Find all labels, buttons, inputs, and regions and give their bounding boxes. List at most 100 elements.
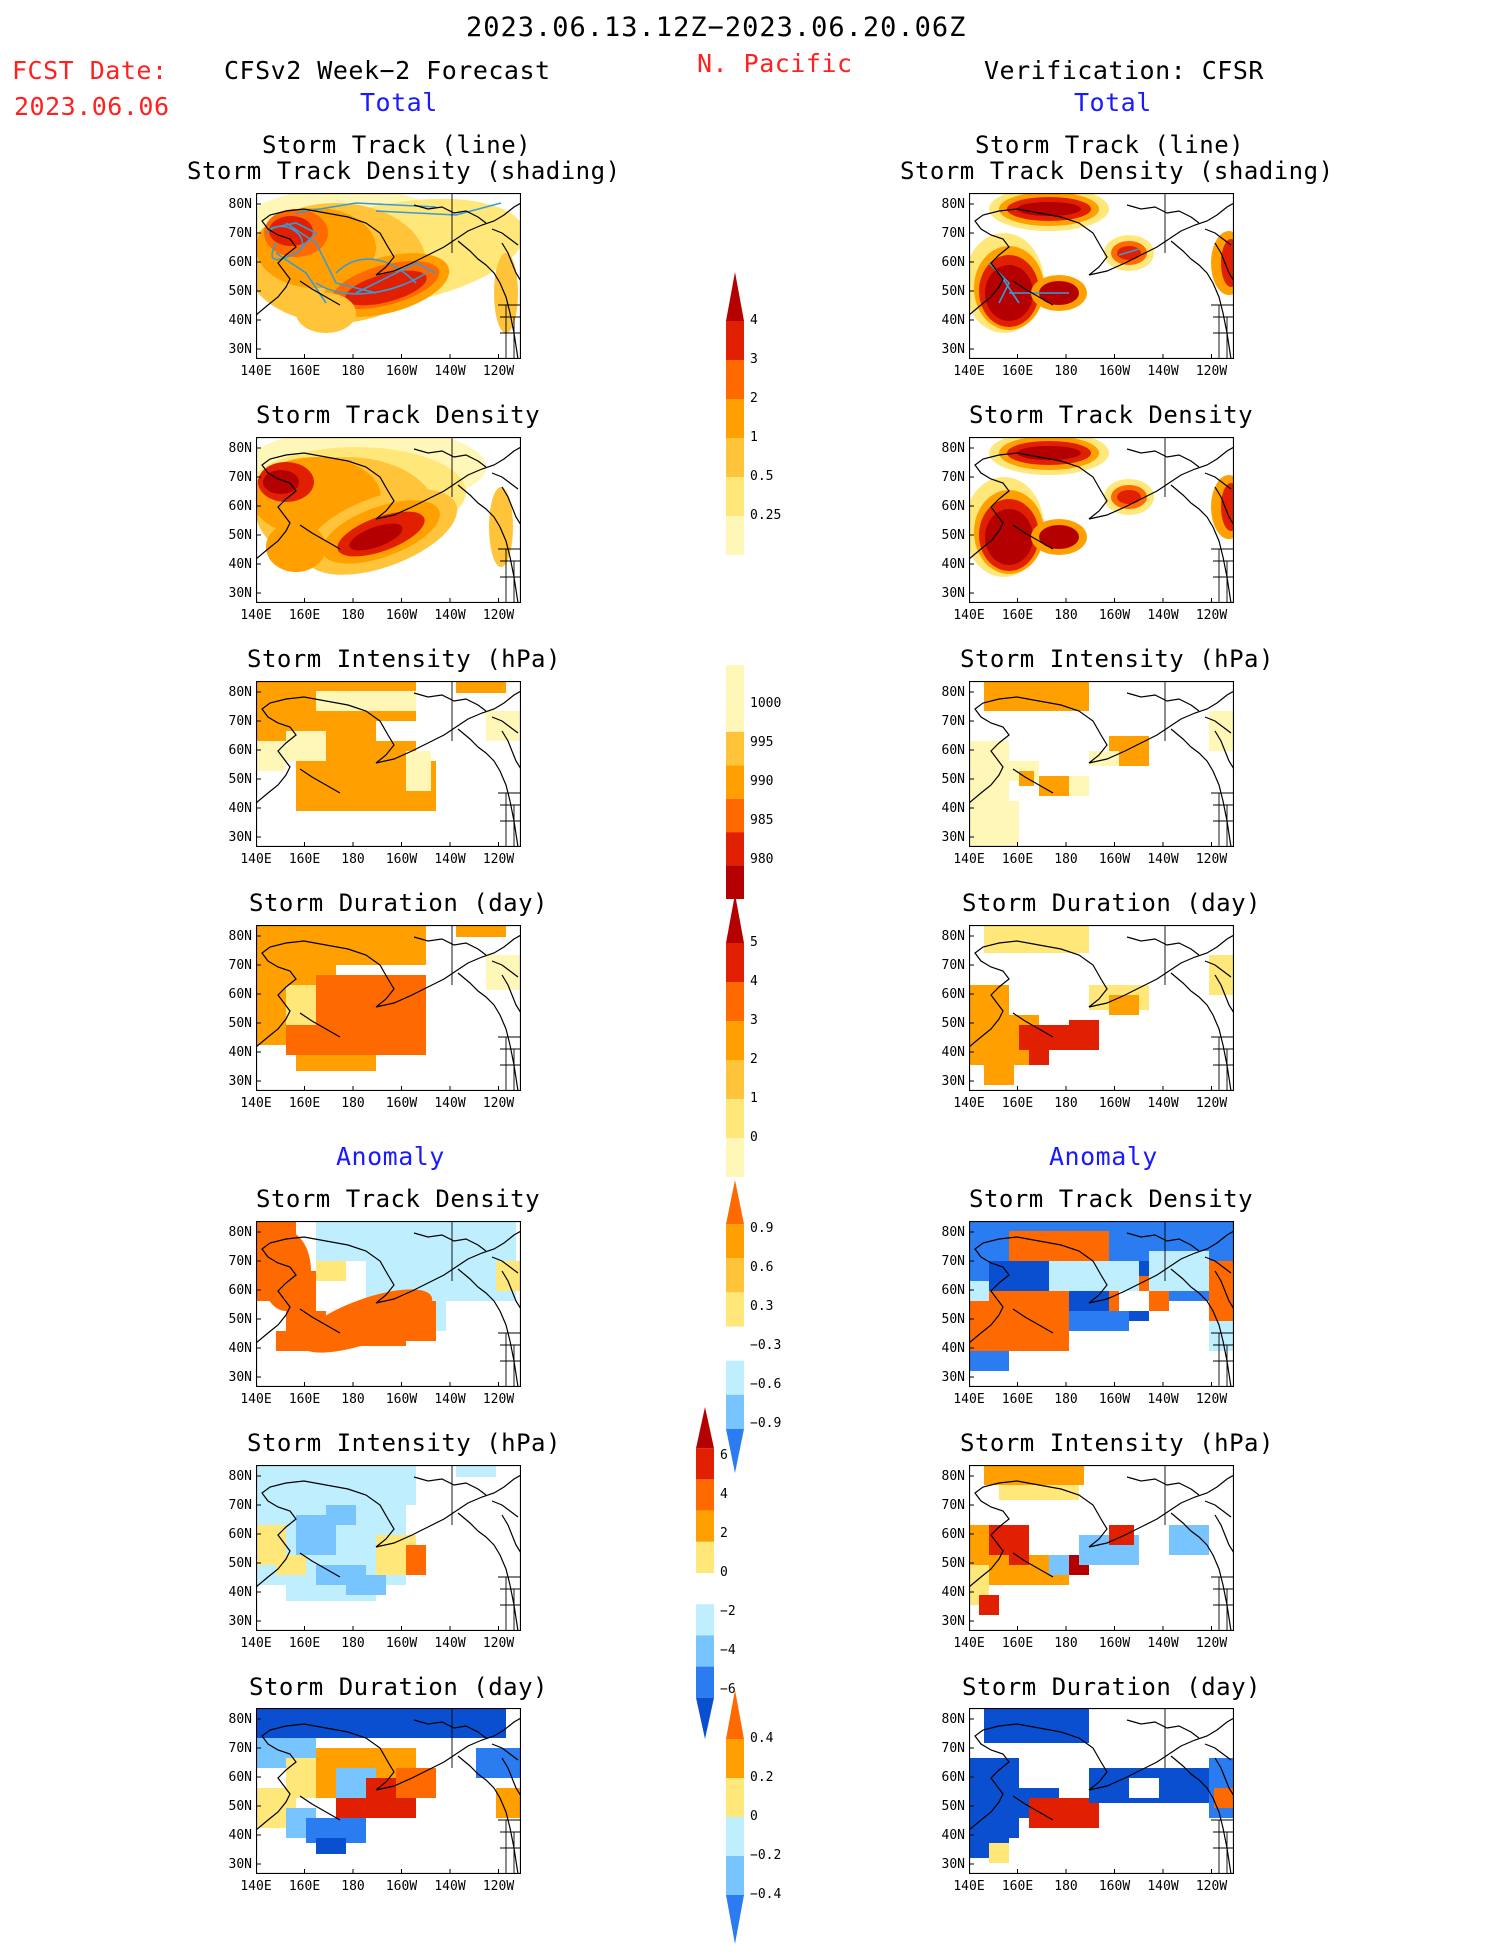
lat-label: 50N — [941, 528, 965, 543]
lat-label: 80N — [228, 929, 252, 944]
lon-label: 180 — [1054, 1096, 1078, 1111]
lon-label: 180 — [341, 608, 365, 623]
map-left-density — [256, 437, 521, 603]
lon-label: 140E — [953, 1392, 985, 1407]
colorbar-label: 5 — [750, 935, 758, 950]
map-left-intensity — [256, 681, 521, 847]
lat-label: 70N — [941, 1741, 965, 1756]
colorbar-label: 0.2 — [750, 1770, 774, 1785]
lon-label: 140E — [240, 1392, 272, 1407]
title-right-density-anom: Storm Track Density — [969, 1185, 1254, 1213]
colorbar-label: 0.25 — [750, 508, 782, 523]
lat-label: 40N — [941, 1341, 965, 1356]
colorbar-label: −0.6 — [750, 1377, 782, 1392]
lat-label: 50N — [228, 1556, 252, 1571]
lat-label: 50N — [228, 1016, 252, 1031]
lat-label: 30N — [941, 1857, 965, 1872]
colorbar-label: 1000 — [750, 696, 782, 711]
lon-label: 140E — [240, 1636, 272, 1651]
lon-label: 160W — [385, 364, 418, 379]
lat-label: 60N — [941, 499, 965, 514]
colorbar-label: 980 — [750, 852, 774, 867]
lat-label: 30N — [228, 342, 252, 357]
title-right-density: Storm Track Density — [969, 401, 1254, 429]
map-right-intensity-anom — [969, 1465, 1234, 1631]
lat-label: 30N — [941, 1074, 965, 1089]
title-left-density-anom: Storm Track Density — [256, 1185, 541, 1213]
lon-label: 140E — [953, 1636, 985, 1651]
lat-label: 30N — [228, 1074, 252, 1089]
lat-label: 40N — [228, 1045, 252, 1060]
lon-label: 180 — [1054, 608, 1078, 623]
lon-label: 180 — [1054, 1636, 1078, 1651]
lat-label: 70N — [228, 470, 252, 485]
lon-label: 160E — [1001, 608, 1034, 623]
lat-label: 40N — [941, 801, 965, 816]
lon-label: 160E — [1001, 364, 1034, 379]
lat-label: 70N — [228, 226, 252, 241]
lon-label: 140W — [1147, 1636, 1179, 1651]
lon-label: 140E — [953, 364, 985, 379]
lat-label: 40N — [941, 1045, 965, 1060]
lon-label: 140W — [434, 1636, 466, 1651]
lat-label: 40N — [228, 557, 252, 572]
title-left-duration-anom: Storm Duration (day) — [249, 1673, 548, 1701]
colorbar-label: 4 — [720, 1487, 728, 1502]
title-right-track-shading: Storm Track Density (shading) — [900, 157, 1334, 185]
lat-label: 30N — [228, 1857, 252, 1872]
lat-label: 70N — [941, 958, 965, 973]
colorbar-label: 0.4 — [750, 1731, 774, 1746]
lat-label: 40N — [228, 1585, 252, 1600]
lon-label: 140W — [1147, 1096, 1179, 1111]
lat-label: 70N — [941, 714, 965, 729]
lon-label: 140W — [434, 608, 466, 623]
colorbar-label: 0 — [750, 1809, 758, 1824]
colorbar-label: 3 — [750, 352, 758, 367]
verification-title: Verification: CFSR — [984, 56, 1264, 85]
lat-label: 60N — [228, 1770, 252, 1785]
title-right-duration-anom: Storm Duration (day) — [962, 1673, 1261, 1701]
lat-label: 80N — [228, 197, 252, 212]
colorbar-density — [726, 272, 744, 555]
lat-label: 30N — [941, 1370, 965, 1385]
map-panel-right-intensity — [969, 681, 1234, 847]
lat-label: 30N — [228, 1370, 252, 1385]
lat-label: 50N — [941, 1016, 965, 1031]
map-panel-right-track — [969, 193, 1234, 359]
lat-label: 50N — [941, 284, 965, 299]
lon-label: 160W — [1098, 1636, 1131, 1651]
lat-label: 70N — [941, 226, 965, 241]
lon-label: 160E — [288, 1879, 321, 1894]
map-panel-left-intensity-anom — [256, 1465, 521, 1631]
lat-label: 80N — [228, 685, 252, 700]
map-panel-right-density-anom — [969, 1221, 1234, 1387]
lon-label: 160E — [288, 608, 321, 623]
lon-label: 140W — [1147, 1392, 1179, 1407]
forecast-title: CFSv2 Week−2 Forecast — [224, 56, 551, 85]
lat-label: 80N — [228, 1225, 252, 1240]
lon-label: 160E — [1001, 1636, 1034, 1651]
lon-label: 140E — [953, 852, 985, 867]
region-title: N. Pacific — [697, 49, 853, 78]
colorbar-label: −2 — [720, 1604, 736, 1619]
colorbar-label: 0.3 — [750, 1299, 774, 1314]
map-right-track — [969, 193, 1234, 359]
lon-label: 120W — [482, 364, 515, 379]
lon-label: 160W — [385, 852, 418, 867]
lon-label: 180 — [1054, 1879, 1078, 1894]
lon-label: 120W — [1195, 1096, 1228, 1111]
colorbar-label: 990 — [750, 774, 774, 789]
lon-label: 180 — [1054, 852, 1078, 867]
lon-label: 160E — [1001, 1879, 1034, 1894]
lon-label: 140E — [240, 1096, 272, 1111]
colorbar-label: 985 — [750, 813, 774, 828]
colorbar-label: 3 — [750, 1013, 758, 1028]
lon-label: 160E — [1001, 1392, 1034, 1407]
lat-label: 50N — [941, 1312, 965, 1327]
lat-label: 80N — [941, 685, 965, 700]
lon-label: 160W — [1098, 608, 1131, 623]
lat-label: 60N — [228, 499, 252, 514]
lon-label: 140E — [953, 608, 985, 623]
lat-label: 30N — [941, 586, 965, 601]
map-right-duration-anom — [969, 1708, 1234, 1874]
